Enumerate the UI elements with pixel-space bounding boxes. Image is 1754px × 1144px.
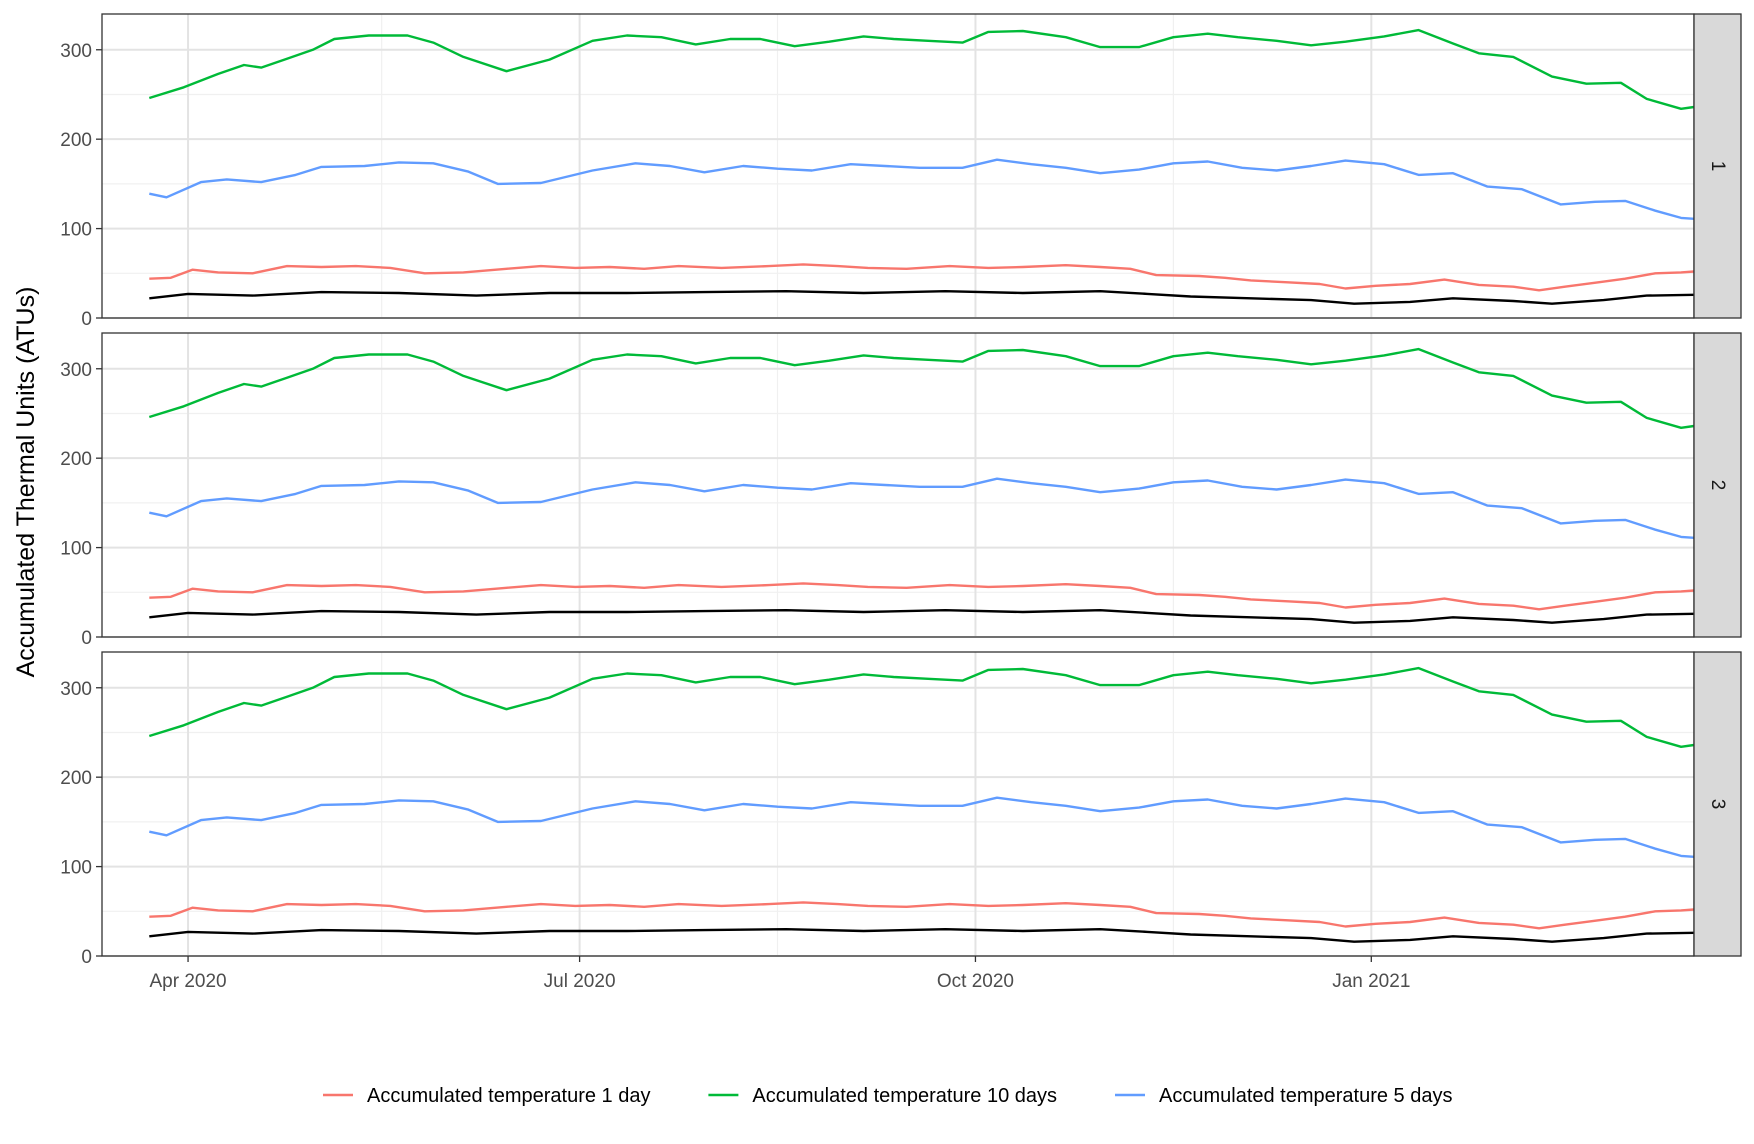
legend: Accumulated temperature 1 day Accumulated… bbox=[323, 1085, 1453, 1107]
y-tick-label: 100 bbox=[60, 539, 92, 560]
series-line bbox=[149, 158, 1695, 220]
series-line bbox=[149, 290, 1695, 305]
y-tick-label: 300 bbox=[60, 41, 92, 62]
facet-panels: 0 100 200 300 1 0 100 200 300 2 0 100 200 300 3 bbox=[60, 13, 1742, 968]
series-line bbox=[149, 263, 1695, 292]
facet-strip-label: 2 bbox=[1707, 480, 1728, 491]
y-tick-label: 0 bbox=[81, 309, 92, 330]
x-tick-label: Oct 2020 bbox=[937, 971, 1014, 992]
facet-strip bbox=[1693, 13, 1742, 319]
y-tick-label: 200 bbox=[60, 130, 92, 151]
y-tick-label: 0 bbox=[81, 628, 92, 649]
y-tick-label: 100 bbox=[60, 220, 92, 241]
facet-panel: 0 100 200 300 1 bbox=[60, 13, 1742, 330]
facet-strip bbox=[1693, 651, 1742, 957]
series-line bbox=[148, 347, 1695, 429]
y-axis-label: Accumulated Thermal Units (ATUs) bbox=[12, 287, 40, 678]
legend-label: Accumulated temperature 5 days bbox=[1159, 1085, 1453, 1107]
facet-strip bbox=[1693, 332, 1742, 638]
facet-panel: 0 100 200 300 3 bbox=[60, 651, 1742, 968]
legend-label: Accumulated temperature 10 days bbox=[752, 1085, 1057, 1107]
x-tick-label: Apr 2020 bbox=[149, 971, 226, 992]
y-tick-label: 200 bbox=[60, 449, 92, 470]
y-tick-label: 300 bbox=[60, 360, 92, 381]
series-line bbox=[148, 666, 1695, 748]
facet-strip-label: 1 bbox=[1707, 161, 1728, 172]
series-line bbox=[149, 796, 1695, 858]
x-tick-label: Jan 2021 bbox=[1332, 971, 1410, 992]
legend-label: Accumulated temperature 1 day bbox=[367, 1085, 651, 1107]
legend-item: Accumulated temperature 1 day bbox=[323, 1085, 651, 1107]
y-tick-label: 200 bbox=[60, 768, 92, 789]
y-tick-label: 100 bbox=[60, 858, 92, 879]
facet-strip-label: 3 bbox=[1707, 799, 1728, 810]
series-line bbox=[149, 928, 1695, 943]
x-tick-label: Jul 2020 bbox=[544, 971, 616, 992]
series-line bbox=[149, 477, 1695, 539]
series-line bbox=[149, 582, 1695, 611]
legend-item: Accumulated temperature 10 days bbox=[708, 1085, 1057, 1107]
series-line bbox=[149, 609, 1695, 624]
facet-panel: 0 100 200 300 2 bbox=[60, 332, 1742, 649]
series-line bbox=[149, 901, 1695, 930]
series-line bbox=[148, 28, 1695, 110]
y-tick-label: 300 bbox=[60, 679, 92, 700]
legend-item: Accumulated temperature 5 days bbox=[1115, 1085, 1453, 1107]
y-tick-label: 0 bbox=[81, 947, 92, 968]
x-axis: Apr 2020 Jul 2020 Oct 2020 Jan 2021 bbox=[149, 956, 1410, 992]
